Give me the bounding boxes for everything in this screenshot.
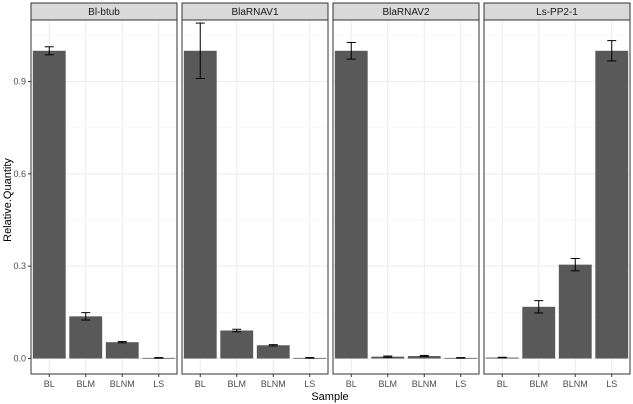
x-tick-label: BL	[44, 379, 55, 389]
facet-label: Ls-PP2-1	[536, 7, 578, 18]
x-tick-label: BL	[346, 379, 357, 389]
facet-label: BlaRNAV2	[382, 7, 429, 18]
y-tick-label: 0.0	[13, 354, 26, 364]
bar-BlaRNAV2-BLNM	[407, 356, 441, 359]
bar-Bl-btub-BL	[32, 50, 66, 359]
x-tick-label: BLNM	[563, 379, 588, 389]
facet-strip	[30, 2, 178, 21]
x-tick-label: LS	[304, 379, 315, 389]
facet-label: BlaRNAV1	[231, 7, 278, 18]
x-tick-label: BLNM	[110, 379, 135, 389]
x-tick-label: BLM	[378, 379, 397, 389]
bar-Ls-PP2-1-LS	[595, 50, 629, 359]
bar-BlaRNAV1-BL	[183, 50, 217, 359]
x-tick-label: BL	[195, 379, 206, 389]
facet-label: Bl-btub	[88, 7, 120, 18]
bar-BlaRNAV1-BLNM	[256, 345, 290, 359]
bar-Bl-btub-BLM	[69, 316, 103, 359]
bar-BlaRNAV2-BL	[334, 50, 368, 359]
facet-strip	[181, 2, 329, 21]
y-axis-title: Relative.Quantity	[2, 158, 14, 242]
bar-Bl-btub-BLNM	[105, 342, 139, 359]
y-tick-label: 0.6	[13, 169, 26, 179]
x-tick-label: LS	[606, 379, 617, 389]
bar-Ls-PP2-1-BLM	[522, 306, 556, 359]
x-tick-label: BL	[497, 379, 508, 389]
y-tick-label: 0.3	[13, 261, 26, 271]
bar-BlaRNAV1-BLM	[220, 330, 254, 359]
y-tick-label: 0.9	[13, 77, 26, 87]
facet-strip	[483, 2, 631, 21]
x-tick-label: BLM	[227, 379, 246, 389]
x-tick-label: BLM	[529, 379, 548, 389]
x-tick-label: BLM	[76, 379, 95, 389]
facet-strip	[332, 2, 480, 21]
x-tick-label: BLNM	[261, 379, 286, 389]
x-axis-title: Sample	[311, 391, 348, 403]
x-tick-label: BLNM	[412, 379, 437, 389]
bar-Ls-PP2-1-BLNM	[558, 264, 592, 359]
x-tick-label: LS	[455, 379, 466, 389]
x-tick-label: LS	[153, 379, 164, 389]
